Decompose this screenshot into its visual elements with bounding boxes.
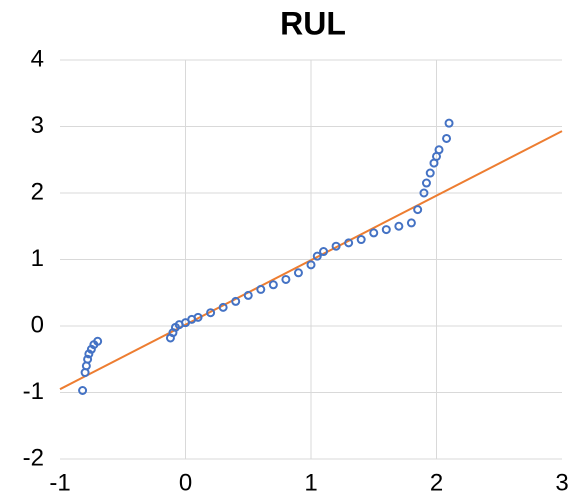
point (444, 118, 454, 128)
y-tick-label: 3 (31, 112, 44, 139)
point (306, 260, 316, 270)
point (256, 284, 266, 294)
y-tick-label: 1 (31, 245, 44, 272)
point (419, 188, 429, 198)
point (369, 228, 379, 238)
x-tick-label: 2 (430, 469, 443, 496)
point (319, 247, 329, 257)
point (434, 145, 444, 155)
point (268, 280, 278, 290)
point (83, 354, 93, 364)
point (281, 274, 291, 284)
point (344, 238, 354, 248)
point (413, 205, 423, 215)
point (421, 178, 431, 188)
chart-title: RUL (280, 5, 346, 41)
point (356, 235, 366, 245)
point (243, 290, 253, 300)
y-tick-label: -2 (23, 444, 44, 471)
y-tick-label: 0 (31, 311, 44, 338)
x-tick-label: 3 (555, 469, 568, 496)
x-tick-label: -1 (49, 469, 70, 496)
y-tick-label: 2 (31, 178, 44, 205)
trendline (59, 130, 563, 391)
point (394, 221, 404, 231)
point (231, 296, 241, 306)
point (381, 225, 391, 235)
point (193, 312, 203, 322)
point (406, 218, 416, 228)
point (293, 268, 303, 278)
y-tick-label: 4 (31, 45, 44, 72)
point (218, 302, 228, 312)
point (93, 336, 103, 346)
point (442, 133, 452, 143)
point (78, 386, 88, 396)
x-tick-label: 1 (304, 469, 317, 496)
point (206, 308, 216, 318)
y-tick-label: -1 (23, 378, 44, 405)
point (312, 251, 322, 261)
x-tick-label: 0 (179, 469, 192, 496)
point (331, 241, 341, 251)
point (425, 168, 435, 178)
